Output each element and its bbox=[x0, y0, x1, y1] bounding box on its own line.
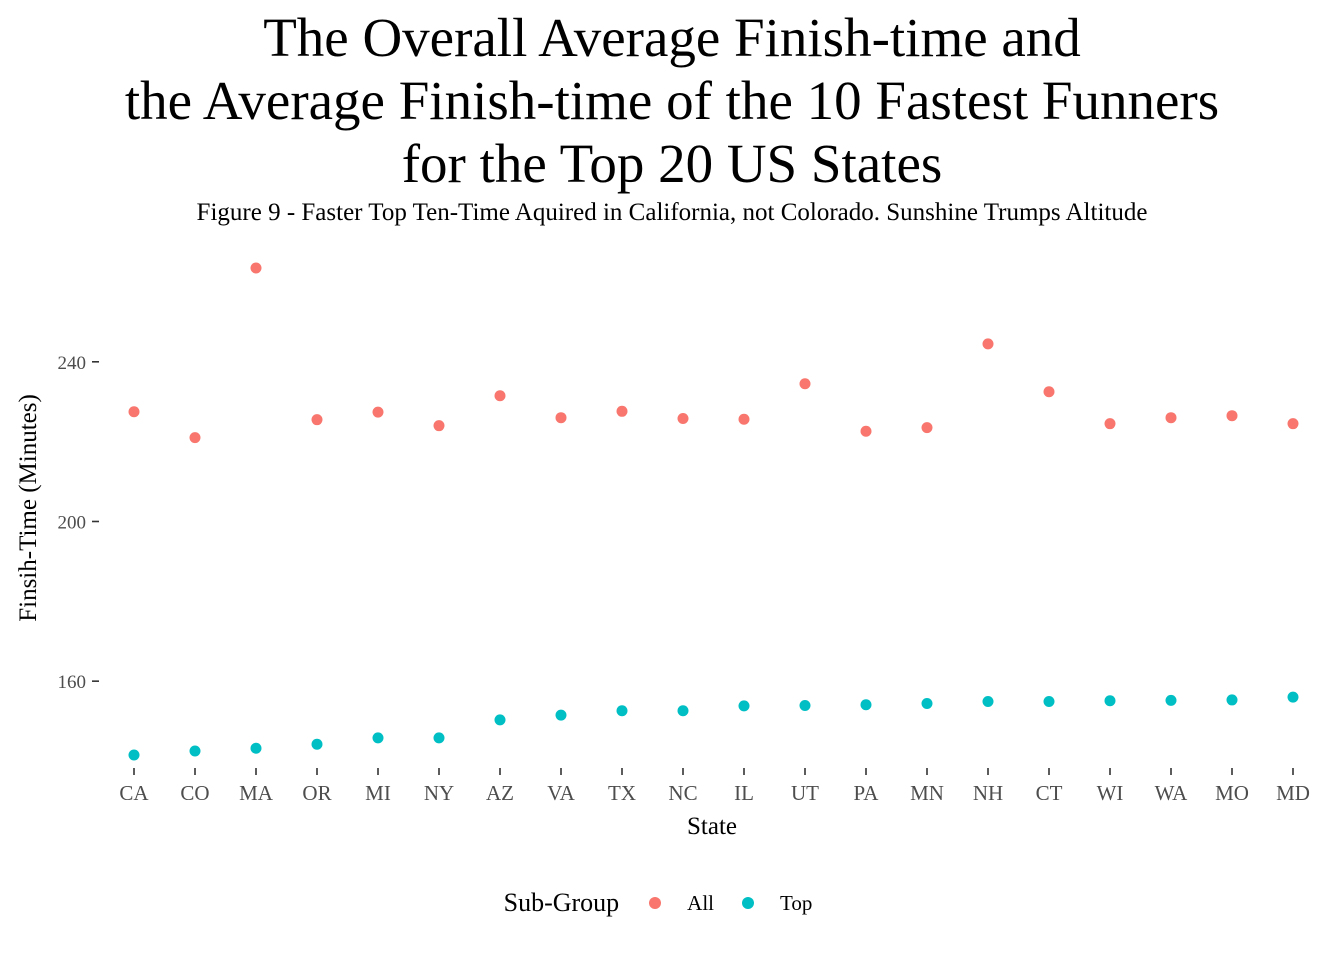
x-tick-label-ut: UT bbox=[791, 781, 819, 805]
x-axis: CA CO MA OR MI NY AZ VA TX NC IL UT PA MN NH CT WI WA MO MD bbox=[119, 768, 1310, 805]
y-tick-label: 240 bbox=[58, 353, 87, 374]
x-tick-label-ct: CT bbox=[1036, 781, 1063, 805]
point-top-md bbox=[1287, 691, 1299, 703]
point-all-mo bbox=[1226, 410, 1238, 422]
point-all-pa bbox=[860, 425, 872, 437]
x-tick-label-nc: NC bbox=[668, 781, 697, 805]
point-top-nc bbox=[677, 705, 689, 717]
point-all-wi bbox=[1104, 418, 1116, 430]
x-tick-label-wa: WA bbox=[1155, 781, 1188, 805]
point-all-mn bbox=[921, 422, 933, 434]
legend-marker-all bbox=[649, 897, 662, 909]
point-all-tx bbox=[616, 405, 628, 417]
x-tick-label-wi: WI bbox=[1097, 781, 1124, 805]
point-top-az bbox=[494, 714, 506, 726]
point-top-wi bbox=[1104, 695, 1116, 707]
point-top-va bbox=[555, 709, 567, 721]
point-all-wa bbox=[1165, 412, 1177, 424]
point-all-va bbox=[555, 412, 567, 424]
point-top-tx bbox=[616, 705, 628, 717]
chart-title-line-2: the Average Finish-time of the 10 Fastes… bbox=[124, 70, 1220, 131]
point-top-wa bbox=[1165, 694, 1177, 706]
point-all-nc bbox=[677, 412, 689, 424]
scatter-chart: 160 200 240 CA CO MA OR MI NY AZ VA TX NC IL UT PA MN NH… bbox=[15, 262, 1310, 840]
point-top-mo bbox=[1226, 694, 1238, 706]
point-all-md bbox=[1287, 418, 1299, 430]
x-axis-label: State bbox=[687, 813, 737, 840]
x-tick-label-il: IL bbox=[734, 781, 754, 805]
point-all-nh bbox=[982, 338, 994, 350]
point-all-il bbox=[738, 413, 750, 425]
chart-title-line-3: for the Top 20 US States bbox=[401, 133, 943, 194]
y-tick-label: 160 bbox=[58, 672, 87, 693]
chart-title-line-1: The Overall Average Finish-time and bbox=[263, 7, 1081, 68]
point-top-ma bbox=[250, 742, 262, 754]
point-top-co bbox=[189, 745, 201, 757]
point-all-co bbox=[189, 432, 201, 444]
legend-label-all: All bbox=[687, 890, 715, 915]
x-tick-label-ma: MA bbox=[239, 781, 274, 805]
x-tick-label-mi: MI bbox=[365, 781, 391, 805]
point-top-mn bbox=[921, 698, 933, 710]
point-all-ct bbox=[1043, 386, 1055, 398]
point-top-ca bbox=[128, 749, 140, 761]
point-top-mi bbox=[372, 732, 384, 744]
legend-item-top: Top bbox=[742, 891, 812, 916]
chart-subtitle: Figure 9 - Faster Top Ten-Time Aquired i… bbox=[196, 199, 1148, 226]
x-tick-label-or: OR bbox=[302, 781, 331, 805]
chart-title: The Overall Average Finish-time and the … bbox=[0, 6, 1344, 195]
point-top-ny bbox=[433, 732, 445, 744]
x-tick-label-ny: NY bbox=[424, 781, 454, 805]
point-top-nh bbox=[982, 696, 994, 708]
x-tick-label-nh: NH bbox=[973, 781, 1003, 805]
point-all-ut bbox=[799, 378, 811, 390]
point-all-ny bbox=[433, 420, 445, 432]
point-top-or bbox=[311, 738, 323, 750]
data-points bbox=[128, 262, 1299, 761]
legend-item-all: All bbox=[649, 891, 714, 916]
point-all-or bbox=[311, 414, 323, 426]
point-top-pa bbox=[860, 699, 872, 711]
x-tick-label-md: MD bbox=[1276, 781, 1310, 805]
point-all-mi bbox=[372, 406, 384, 418]
x-tick-label-ca: CA bbox=[119, 781, 149, 805]
x-tick-label-mn: MN bbox=[910, 781, 944, 805]
x-tick-label-va: VA bbox=[547, 781, 575, 805]
point-all-ma bbox=[250, 262, 262, 274]
y-axis-label: Finsih-Time (Minutes) bbox=[15, 394, 42, 622]
point-top-ct bbox=[1043, 696, 1055, 708]
x-tick-label-mo: MO bbox=[1215, 781, 1249, 805]
x-tick-label-co: CO bbox=[180, 781, 209, 805]
point-all-az bbox=[494, 390, 506, 402]
y-axis: 160 200 240 bbox=[58, 353, 99, 693]
legend-title: Sub-Group bbox=[503, 888, 620, 917]
point-top-ut bbox=[799, 700, 811, 712]
point-all-ca bbox=[128, 406, 140, 418]
point-top-il bbox=[738, 700, 750, 712]
legend: Sub-Group All Top bbox=[0, 888, 1344, 918]
legend-marker-top bbox=[742, 897, 755, 909]
y-tick-label: 200 bbox=[58, 512, 87, 533]
x-tick-label-az: AZ bbox=[486, 781, 514, 805]
legend-label-top: Top bbox=[780, 890, 813, 915]
x-tick-label-tx: TX bbox=[608, 781, 636, 805]
x-tick-label-pa: PA bbox=[854, 781, 880, 805]
